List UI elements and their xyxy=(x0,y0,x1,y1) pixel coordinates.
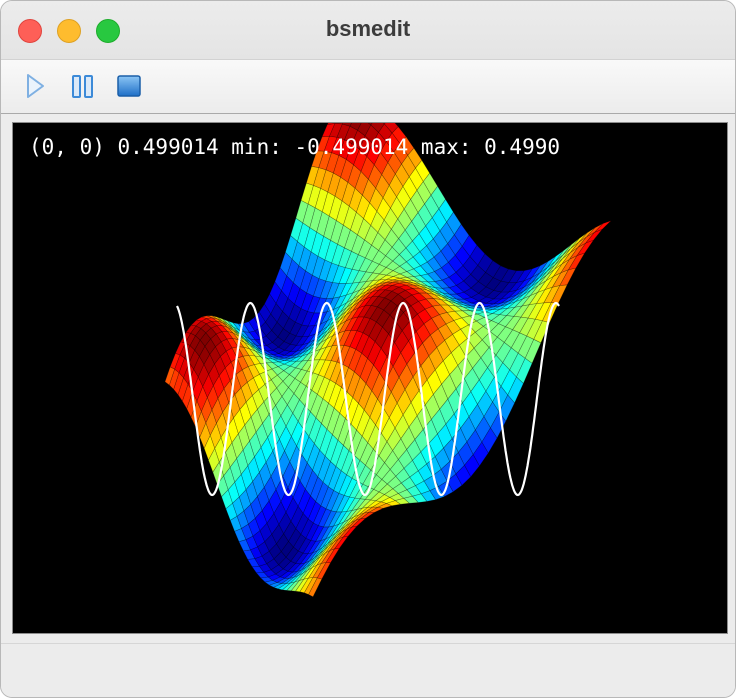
surface-cell xyxy=(326,123,336,125)
pause-icon xyxy=(72,75,93,98)
value-readout: (0, 0) 0.499014 min: -0.499014 max: 0.49… xyxy=(29,135,561,159)
minimize-window-button[interactable] xyxy=(57,19,81,43)
surface-cell xyxy=(594,220,612,233)
window-title: bsmedit xyxy=(325,16,411,41)
surface-plot-canvas[interactable]: (0, 0) 0.499014 min: -0.499014 max: 0.49… xyxy=(12,122,728,634)
play-icon xyxy=(27,74,44,98)
surface-cell xyxy=(341,123,352,127)
title-bar[interactable]: bsmedit xyxy=(1,1,735,60)
surface-mesh xyxy=(164,123,612,598)
play-button[interactable] xyxy=(19,70,51,102)
surface-cell xyxy=(383,123,386,125)
surface-cell xyxy=(349,123,362,131)
status-bar xyxy=(1,643,735,697)
stop-button[interactable] xyxy=(113,70,145,102)
close-window-button[interactable] xyxy=(18,19,42,43)
pause-button[interactable] xyxy=(67,70,99,102)
zoom-window-button[interactable] xyxy=(96,19,120,43)
surface-cell xyxy=(334,123,344,125)
surface-cell xyxy=(367,123,373,126)
toolbar xyxy=(1,60,735,114)
stop-icon xyxy=(117,75,141,97)
surface-plot xyxy=(164,123,612,598)
signal-waveform-line xyxy=(176,301,560,497)
